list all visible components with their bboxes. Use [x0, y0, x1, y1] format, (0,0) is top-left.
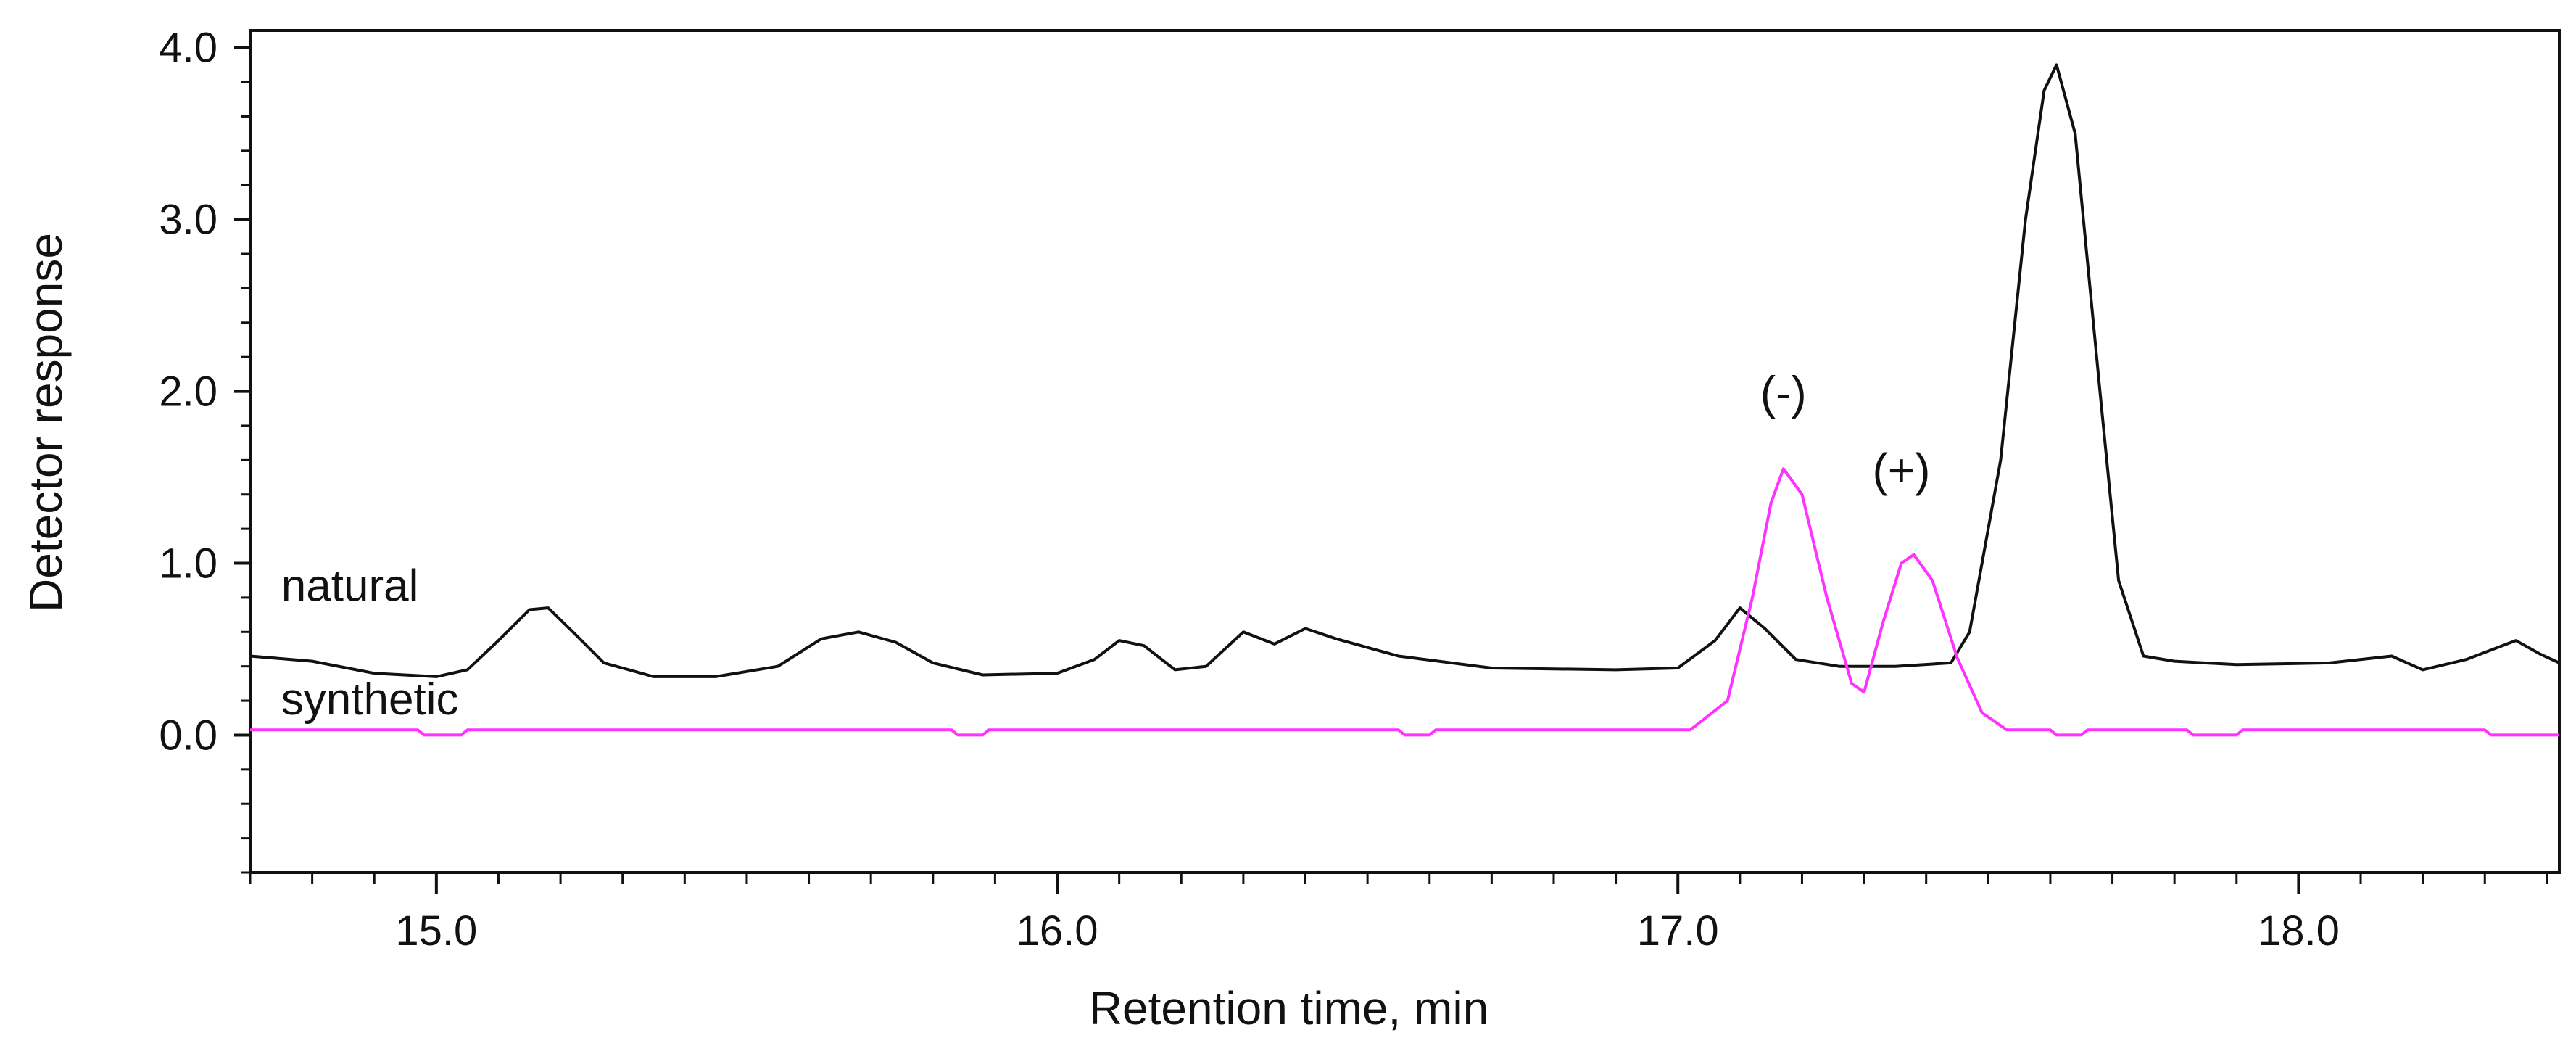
peak-annotation-plus: (+)	[1872, 444, 1930, 496]
y-tick-label: 0.0	[159, 712, 218, 759]
x-axis-title: Retention time, min	[1089, 982, 1488, 1034]
series-label-synthetic: synthetic	[281, 675, 459, 725]
peak-annotation-minus: (-)	[1760, 366, 1807, 419]
y-tick-label: 3.0	[159, 197, 218, 244]
plot-frame	[249, 29, 2561, 874]
series-label-natural: natural	[281, 561, 419, 611]
series-line-synthetic	[250, 467, 2559, 737]
series-layer	[249, 63, 2560, 737]
y-axis-title: Detector response	[20, 233, 72, 612]
x-tick-label: 17.0	[1637, 907, 1719, 955]
y-tick-label: 1.0	[159, 540, 218, 588]
x-tick-label: 18.0	[2258, 907, 2340, 955]
x-tick-label: 15.0	[395, 907, 477, 955]
labels-layer: natural synthetic (-) (+)	[281, 366, 1931, 725]
series-line-natural	[249, 63, 2560, 678]
y-tick-label: 2.0	[159, 368, 218, 416]
x-tick-label: 16.0	[1016, 907, 1098, 955]
axes-layer: 0.0 1.0 2.0 3.0 4.0 15.0 16.0 17.0 18.0 Retention…	[20, 25, 2561, 1034]
y-tick-label: 4.0	[159, 25, 218, 72]
